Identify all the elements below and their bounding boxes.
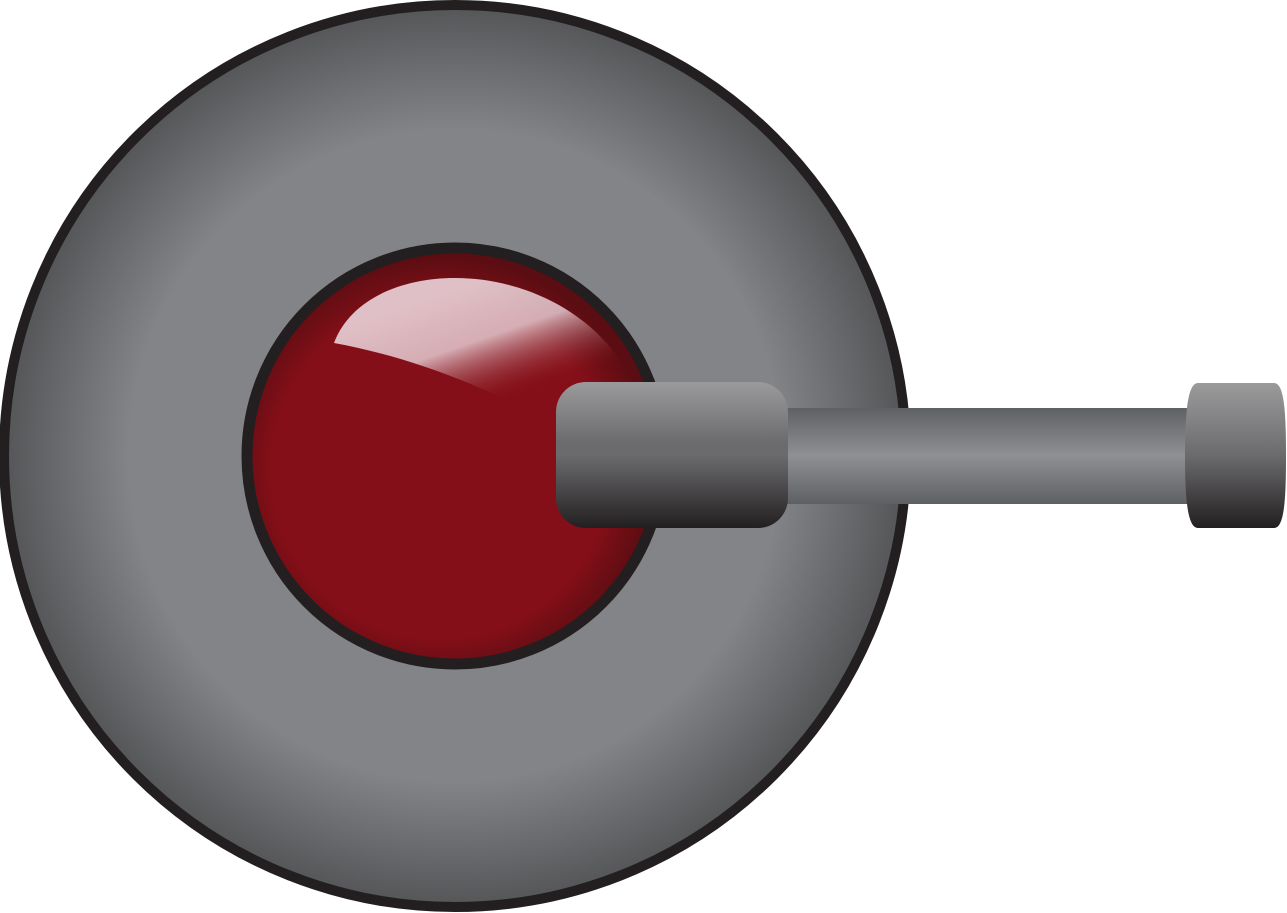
button-highlight [334, 278, 628, 412]
lever-end-cap[interactable] [1185, 383, 1286, 528]
lever-hub[interactable] [556, 382, 788, 528]
lever-rod [770, 408, 1200, 504]
